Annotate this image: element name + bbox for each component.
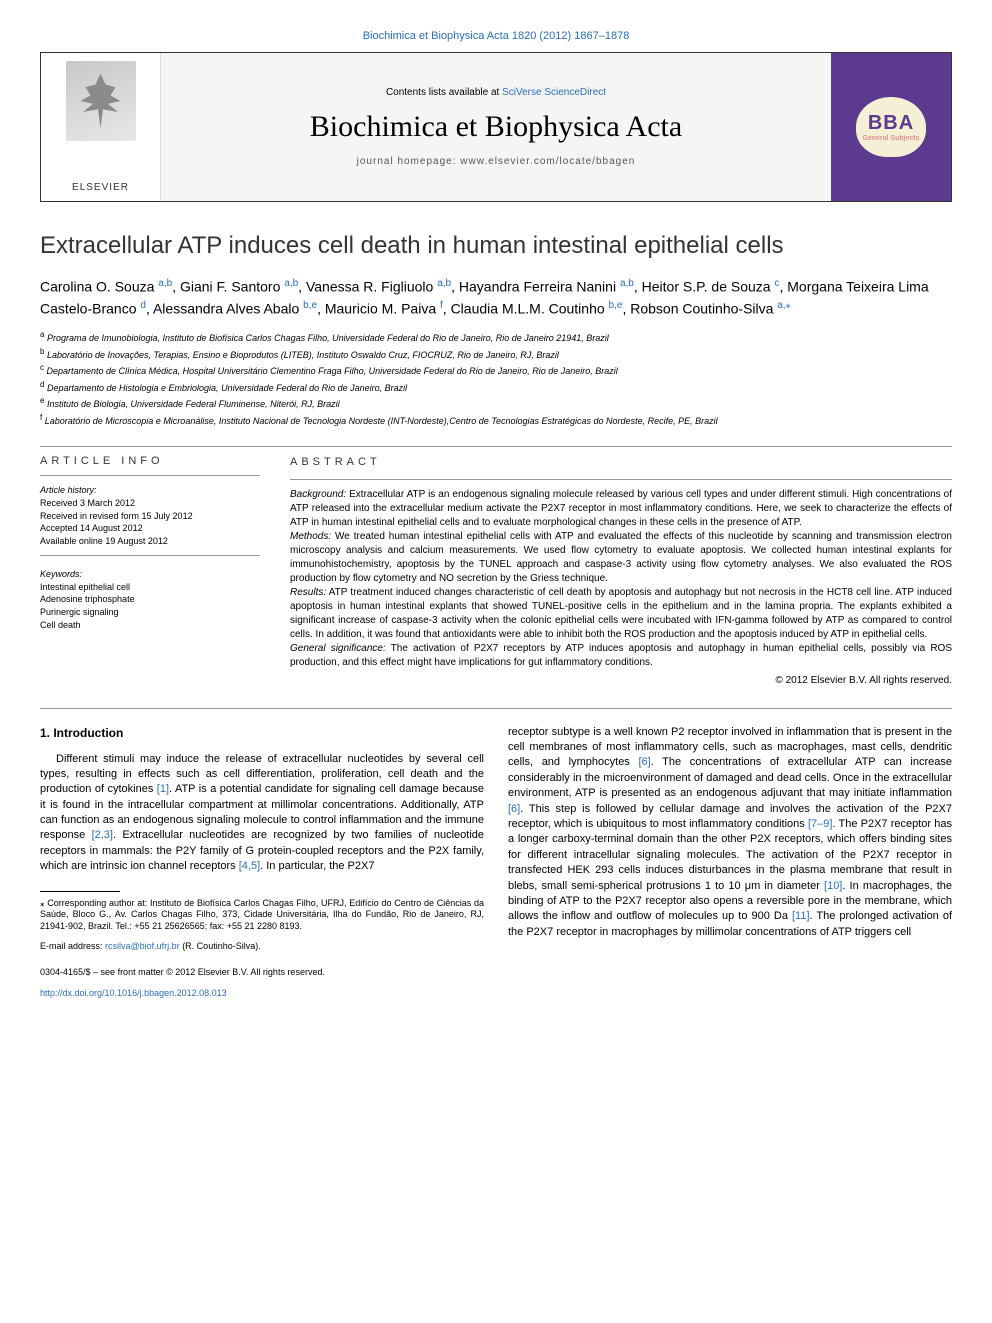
gs-label: General significance: xyxy=(290,643,386,654)
left-column: 1. Introduction Different stimuli may in… xyxy=(40,725,484,1008)
cite-6[interactable]: [7–9] xyxy=(808,818,832,830)
elsevier-tree-icon xyxy=(66,61,136,141)
email-label: E-mail address: xyxy=(40,941,105,951)
divider-top xyxy=(40,446,952,447)
affiliations: a Programa de Imunobiologia, Instituto d… xyxy=(40,329,952,428)
journal-title: Biochimica et Biophysica Acta xyxy=(310,110,682,144)
author-4: , Hayandra Ferreira Nanini xyxy=(451,279,620,295)
email-link[interactable]: rcsilva@biof.ufrj.br xyxy=(105,941,180,951)
re-label: Results: xyxy=(290,587,326,598)
cite-7[interactable]: [10] xyxy=(824,880,842,892)
bba-logo-text: BBA xyxy=(868,112,914,135)
cite-5[interactable]: [6] xyxy=(508,803,520,815)
info-abstract-row: article info Article history: Received 3… xyxy=(40,455,952,687)
cite-1[interactable]: [1] xyxy=(157,783,169,795)
history-label: Article history: xyxy=(40,484,260,497)
bba-logo-sub: General Subjects xyxy=(862,135,919,143)
journal-homepage: journal homepage: www.elsevier.com/locat… xyxy=(357,156,636,167)
header-citation[interactable]: Biochimica et Biophysica Acta 1820 (2012… xyxy=(40,30,952,42)
revised: Received in revised form 15 July 2012 xyxy=(40,510,260,523)
email-suffix: (R. Coutinho-Silva). xyxy=(180,941,261,951)
body-columns: 1. Introduction Different stimuli may in… xyxy=(40,725,952,1008)
aff-e: Instituto de Biologia, Universidade Fede… xyxy=(47,399,340,409)
footnote-divider xyxy=(40,891,120,892)
contents-prefix: Contents lists available at xyxy=(386,87,502,98)
aff-a: Programa de Imunobiologia, Instituto de … xyxy=(47,333,609,343)
received: Received 3 March 2012 xyxy=(40,497,260,510)
aff-c: Departamento de Clínica Médica, Hospital… xyxy=(47,366,618,376)
author-1: Carolina O. Souza xyxy=(40,279,158,295)
author-9-aff: b,e xyxy=(609,300,623,311)
me-text: We treated human intestinal epithelial c… xyxy=(290,531,952,584)
intro-p2: receptor subtype is a well known P2 rece… xyxy=(508,725,952,940)
aff-d: Departamento de Histologia e Embriologia… xyxy=(47,383,407,393)
author-10: , Robson Coutinho-Silva xyxy=(622,300,777,316)
footnotes: ⁎ Corresponding author at: Instituto de … xyxy=(40,898,484,953)
intro-p1: Different stimuli may induce the release… xyxy=(40,752,484,875)
abstract-heading: abstract xyxy=(290,455,952,470)
author-list: Carolina O. Souza a,b, Giani F. Santoro … xyxy=(40,276,952,319)
author-2-aff: a,b xyxy=(284,278,298,289)
divider-bottom xyxy=(40,708,952,709)
author-3-aff: a,b xyxy=(437,278,451,289)
cite-8[interactable]: [11] xyxy=(792,910,810,922)
intro-heading: 1. Introduction xyxy=(40,725,484,742)
abstract: abstract Background: Extracellular ATP i… xyxy=(290,455,952,687)
corresponding-note: ⁎ Corresponding author at: Instituto de … xyxy=(40,898,484,933)
right-column: receptor subtype is a well known P2 rece… xyxy=(508,725,952,1008)
corresponding-mark: ⁎ xyxy=(786,300,791,311)
bg-text: Extracellular ATP is an endogenous signa… xyxy=(290,489,952,528)
kw-1: Intestinal epithelial cell xyxy=(40,581,260,594)
sciverse-link[interactable]: SciVerse ScienceDirect xyxy=(502,87,606,98)
contents-available: Contents lists available at SciVerse Sci… xyxy=(386,87,606,98)
masthead-center: Contents lists available at SciVerse Sci… xyxy=(161,53,831,201)
author-7-aff: b,e xyxy=(303,300,317,311)
bg-label: Background: xyxy=(290,489,346,500)
abstract-copyright: © 2012 Elsevier B.V. All rights reserved… xyxy=(290,674,952,688)
author-2: , Giani F. Santoro xyxy=(172,279,284,295)
aff-b: Laboratório de Inovações, Terapias, Ensi… xyxy=(47,350,559,360)
bba-logo-icon: BBA General Subjects xyxy=(856,97,926,157)
article-info-heading: article info xyxy=(40,455,260,467)
article-info: article info Article history: Received 3… xyxy=(40,455,260,687)
bba-cover: BBA General Subjects xyxy=(831,53,951,201)
elsevier-label: ELSEVIER xyxy=(72,182,129,193)
doi-link[interactable]: http://dx.doi.org/10.1016/j.bbagen.2012.… xyxy=(40,988,227,998)
kw-4: Cell death xyxy=(40,619,260,632)
kw-3: Purinergic signaling xyxy=(40,606,260,619)
elsevier-logo-block: ELSEVIER xyxy=(41,53,161,201)
footer-bar: 0304-4165/$ – see front matter © 2012 El… xyxy=(40,966,484,999)
cite-3[interactable]: [4,5] xyxy=(239,860,260,872)
author-7: , Alessandra Alves Abalo xyxy=(146,300,303,316)
author-1-aff: a,b xyxy=(158,278,172,289)
online: Available online 19 August 2012 xyxy=(40,535,260,548)
author-5: , Heitor S.P. de Souza xyxy=(634,279,775,295)
accepted: Accepted 14 August 2012 xyxy=(40,522,260,535)
author-10-aff: a, xyxy=(777,300,785,311)
keywords-label: Keywords: xyxy=(40,568,260,581)
journal-masthead: ELSEVIER Contents lists available at Sci… xyxy=(40,52,952,202)
kw-2: Adenosine triphosphate xyxy=(40,593,260,606)
author-9: , Claudia M.L.M. Coutinho xyxy=(443,300,609,316)
me-label: Methods: xyxy=(290,531,331,542)
front-matter: 0304-4165/$ – see front matter © 2012 El… xyxy=(40,966,484,979)
cite-4[interactable]: [6] xyxy=(638,756,650,768)
re-text: ATP treatment induced changes characteri… xyxy=(290,587,952,640)
article-title: Extracellular ATP induces cell death in … xyxy=(40,232,952,260)
cite-2[interactable]: [2,3] xyxy=(92,829,113,841)
author-3: , Vanessa R. Figliuolo xyxy=(298,279,437,295)
author-8: , Mauricio M. Paiva xyxy=(317,300,440,316)
author-4-aff: a,b xyxy=(620,278,634,289)
aff-f: Laboratório de Microscopia e Microanális… xyxy=(45,416,718,426)
gs-text: The activation of P2X7 receptors by ATP … xyxy=(290,643,952,668)
